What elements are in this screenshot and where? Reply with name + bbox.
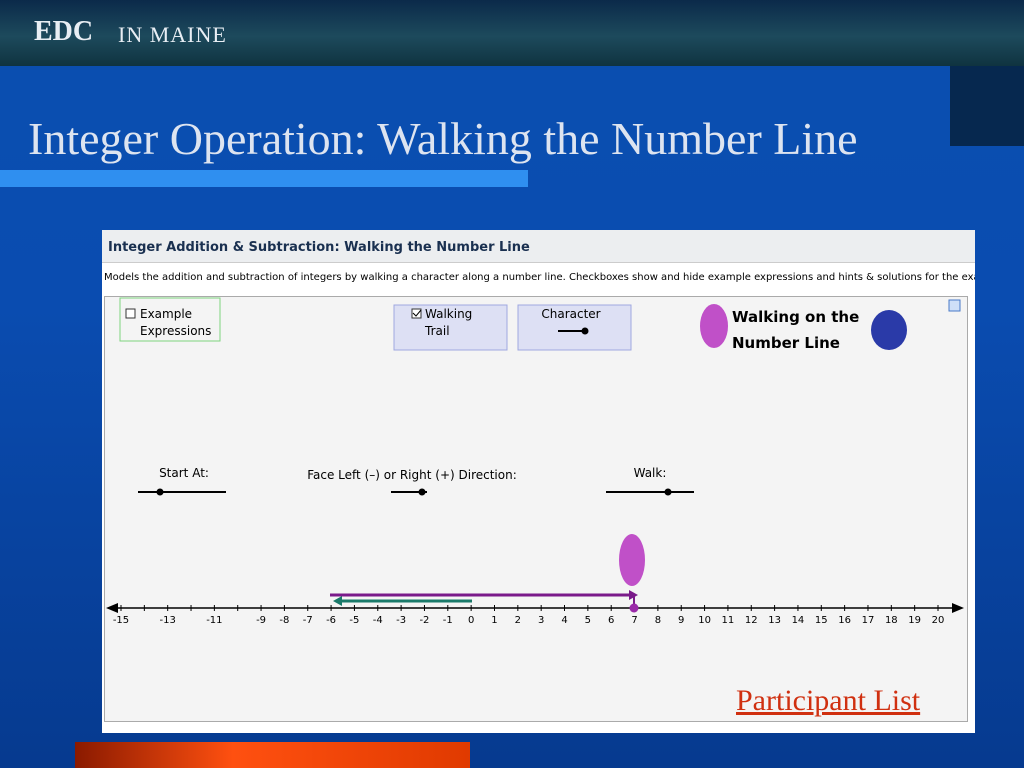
tick-label: -9	[256, 615, 266, 626]
refresh-icon[interactable]	[948, 299, 961, 312]
tick-label: 4	[561, 615, 567, 626]
tick-label: -2	[419, 615, 429, 626]
tick-label: 14	[792, 615, 805, 626]
arrowhead	[333, 596, 342, 606]
tick-label: -6	[326, 615, 336, 626]
check-mark	[412, 309, 422, 317]
accent-bar	[0, 170, 528, 187]
position-dot	[629, 603, 639, 613]
applet-title: Integer Addition & Subtraction: Walking …	[108, 240, 530, 255]
tick-label: 13	[768, 615, 781, 626]
character-label: Character	[541, 307, 600, 321]
slider-label: Walk:	[634, 466, 667, 480]
tick-label: -8	[279, 615, 289, 626]
tick-label: 5	[585, 615, 591, 626]
tick-label: 10	[698, 615, 711, 626]
banner	[0, 0, 1024, 66]
character	[619, 534, 645, 586]
slider-knob[interactable]	[156, 488, 164, 496]
applet-header	[102, 230, 975, 263]
checkbox-label: Walking Trail	[424, 307, 472, 338]
axis-arrow	[952, 603, 964, 613]
tick-label: 20	[932, 615, 945, 626]
bottom-bar	[75, 742, 470, 768]
tick-label: 18	[885, 615, 898, 626]
corner-band	[950, 66, 1024, 146]
tick-label: -3	[396, 615, 406, 626]
applet-description: Models the addition and subtraction of i…	[104, 272, 975, 283]
character-icon	[700, 304, 728, 348]
tick-label: 1	[491, 615, 497, 626]
participant-link[interactable]: Participant List	[736, 684, 921, 717]
number-line: -15 -13 -11 -9 -8 -7 -6 -5 -4 -3 -2 -1 0 1 2 3 4 5 6 7 8 9 10 1…	[106, 603, 964, 626]
applet-graphics: Example Expressions Walking Trail Characte…	[106, 297, 964, 626]
slider-knob[interactable]	[418, 488, 426, 496]
checkbox[interactable]	[411, 308, 422, 319]
slide-title: Integer Operation: Walking the Number Li…	[28, 113, 858, 164]
graphics-area	[104, 296, 968, 722]
checkbox-label: Example Expressions	[140, 307, 211, 338]
tick-label: -13	[160, 615, 176, 626]
tick-label: 11	[722, 615, 735, 626]
tick-label: -7	[303, 615, 313, 626]
tick-label: -1	[443, 615, 453, 626]
slider-label: Face Left (–) or Right (+) Direction:	[307, 468, 517, 482]
tick-label: 8	[655, 615, 661, 626]
character-box	[517, 304, 632, 351]
tick-label: -15	[113, 615, 129, 626]
axis-arrow	[106, 603, 118, 613]
applet: Integer Addition & Subtraction: Walking …	[102, 230, 975, 733]
tick-label: -11	[206, 615, 222, 626]
tick-label: 2	[515, 615, 521, 626]
tick-label: 12	[745, 615, 758, 626]
checkbox[interactable]	[125, 308, 136, 319]
examples-box	[119, 297, 221, 342]
tick-label: -5	[349, 615, 359, 626]
character-icon	[871, 310, 907, 350]
tick-label: 0	[468, 615, 474, 626]
tick-label: 16	[838, 615, 851, 626]
banner-text: Walking on the Number Line	[732, 308, 859, 352]
tick-label: 7	[631, 615, 637, 626]
tick-label: 19	[908, 615, 921, 626]
tick-label: 17	[862, 615, 875, 626]
tick-label: 9	[678, 615, 684, 626]
tick-label: 3	[538, 615, 544, 626]
slider-knob[interactable]	[581, 327, 589, 335]
tick-label: 6	[608, 615, 614, 626]
slider-label: Start At:	[159, 466, 209, 480]
tick-label: -4	[373, 615, 383, 626]
tick-label: 15	[815, 615, 828, 626]
logo: EDC	[34, 16, 94, 47]
logo-suffix: IN MAINE	[118, 22, 227, 47]
slider-knob[interactable]	[664, 488, 672, 496]
